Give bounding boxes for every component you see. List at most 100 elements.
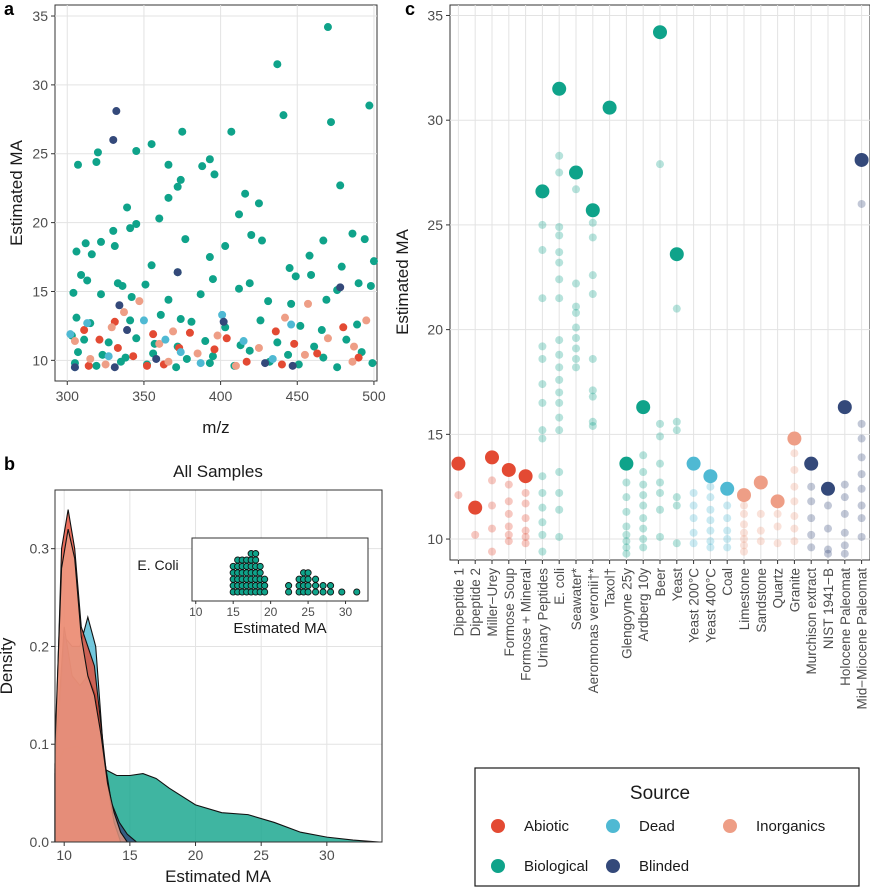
panel-c-x-tick-label: E. coli bbox=[552, 568, 567, 605]
panel-c-sample-point bbox=[740, 501, 748, 510]
panel-b-frame bbox=[54, 489, 383, 843]
panel-c-x-tick-label: Dipeptide 1 bbox=[451, 568, 466, 636]
panel-c-sample-point bbox=[773, 509, 782, 518]
panel-a-point-biological bbox=[247, 231, 256, 240]
panel-a-point-biological bbox=[97, 290, 105, 299]
panel-c-sample-point bbox=[639, 535, 648, 544]
panel-a-point-blinded bbox=[288, 361, 297, 370]
panel-a-point-dead bbox=[176, 348, 185, 357]
panel-c-x-tick-label: Glengoyne 25y bbox=[619, 568, 634, 659]
inset-x-tick-label: 15 bbox=[227, 605, 241, 619]
panel-a-point-biological bbox=[208, 352, 217, 361]
panel-a-point-biological bbox=[98, 350, 107, 359]
panel-c-max-point bbox=[669, 247, 684, 262]
panel-c-sample-point bbox=[807, 514, 816, 523]
panel-a-point-dead bbox=[66, 330, 75, 339]
panel-c-sample-point bbox=[588, 290, 597, 299]
panel-a-y-tick-label: 25 bbox=[32, 146, 48, 162]
panel-c-y-tick-label: 25 bbox=[427, 217, 443, 233]
panel-letter-c: c bbox=[405, 0, 415, 19]
panel-a-point-abiotic bbox=[113, 343, 122, 352]
panel-c-sample-point bbox=[555, 468, 564, 477]
panel-c-sample-point bbox=[622, 537, 631, 546]
inset-dot bbox=[304, 569, 312, 577]
panel-a-point-abiotic bbox=[222, 334, 231, 343]
panel-c-sample-point bbox=[706, 482, 715, 491]
panel-a-point-biological bbox=[176, 315, 185, 324]
panel-c-sample-point bbox=[689, 539, 698, 548]
panel-a-point-dead bbox=[218, 310, 227, 319]
panel-c-sample-point bbox=[656, 419, 664, 428]
panel-c-sample-point bbox=[572, 363, 580, 372]
panel-c-sample-point bbox=[538, 294, 547, 303]
panel-a-point-biological bbox=[322, 295, 331, 304]
panel-a-point-inorganics bbox=[135, 297, 144, 306]
panel-a-point-biological bbox=[110, 242, 119, 251]
panel-c-sample-point bbox=[555, 398, 564, 407]
panel-a-point-biological bbox=[317, 326, 326, 335]
panel-c-sample-point bbox=[790, 482, 799, 491]
panel-a-point-inorganics bbox=[107, 323, 116, 332]
panel-c-sample-point bbox=[706, 526, 715, 535]
panel-c-sample-point bbox=[555, 231, 564, 240]
panel-c-sample-point bbox=[857, 199, 866, 208]
panel-a-point-blinded bbox=[336, 283, 345, 292]
panel-a-point-abiotic bbox=[129, 352, 138, 361]
panel-c-sample-point bbox=[672, 417, 681, 426]
panel-c-sample-point bbox=[740, 520, 748, 529]
panel-a-point-biological bbox=[264, 297, 273, 306]
panel-a-point-blinded bbox=[219, 317, 228, 326]
panel-a-point-biological bbox=[227, 127, 236, 136]
panel-a-point-biological bbox=[342, 335, 351, 344]
panel-c-sample-point bbox=[572, 334, 580, 342]
panel-c-max-point bbox=[552, 81, 567, 96]
panel-c-x-tick-label: Mid−Miocene Paleomat bbox=[855, 568, 870, 710]
panel-a-point-blinded bbox=[261, 359, 270, 368]
panel-c-x-tick-label: Granite bbox=[787, 568, 802, 612]
panel-a-point-biological bbox=[366, 281, 375, 290]
panel-c-max-point bbox=[821, 481, 835, 496]
panel-c-sample-point bbox=[588, 271, 597, 280]
panel-c-sample-point bbox=[672, 493, 681, 502]
panel-c-sample-point bbox=[555, 388, 564, 397]
panel-c-max-point bbox=[653, 25, 667, 40]
panel-c-sample-point bbox=[504, 509, 513, 518]
panel-b-x-tick-label: 30 bbox=[319, 847, 335, 863]
panel-a-point-blinded bbox=[173, 268, 182, 277]
panel-b-inset: E. Coli 10 15 20 25 30 Estimated MA bbox=[137, 537, 369, 637]
panel-a-point-inorganics bbox=[120, 308, 128, 317]
panel-a-point-biological bbox=[296, 321, 305, 330]
inset-dot bbox=[319, 582, 327, 590]
panel-a-point-blinded bbox=[152, 354, 161, 363]
panel-c-sample-point bbox=[555, 168, 564, 177]
panel-c-sample-point bbox=[488, 476, 496, 485]
panel-c-max-point bbox=[770, 494, 785, 509]
panel-b-density-inorganics bbox=[54, 528, 129, 843]
panel-a-point-biological bbox=[178, 127, 187, 136]
legend-box bbox=[474, 767, 860, 887]
panel-c-x-tick-label: NIST 1941−B bbox=[821, 568, 836, 649]
panel-a-point-abiotic bbox=[143, 361, 151, 370]
panel-a-point-biological bbox=[336, 181, 345, 190]
panel-a-point-biological bbox=[116, 357, 125, 366]
inset-dot bbox=[285, 582, 293, 590]
panel-c-sample-point bbox=[824, 501, 832, 510]
panel-a-y-tick-label: 15 bbox=[32, 283, 48, 299]
panel-a-point-biological bbox=[93, 148, 102, 157]
panel-a-point-dead bbox=[104, 352, 113, 361]
panel-a-point-inorganics bbox=[304, 299, 312, 308]
panel-c-sample-point bbox=[790, 497, 799, 506]
panel-a-point-abiotic bbox=[95, 335, 104, 344]
panel-a-point-blinded bbox=[123, 326, 132, 335]
panel-a-point-abiotic bbox=[84, 361, 93, 370]
panel-c-sample-point bbox=[672, 539, 681, 548]
panel-a-y-tick-label: 30 bbox=[32, 77, 48, 93]
panel-c-sample-point bbox=[504, 530, 513, 539]
panel-a-point-biological bbox=[176, 175, 185, 184]
panel-a-point-inorganics bbox=[281, 313, 289, 322]
panel-c-x-tick-label: Aeromonas veronii†* bbox=[586, 567, 601, 693]
panel-c-sample-point bbox=[857, 453, 866, 462]
panel-a-point-inorganics bbox=[164, 357, 173, 366]
panel-letter-b: b bbox=[4, 454, 15, 474]
inset-x-tick-label: 20 bbox=[264, 605, 278, 619]
